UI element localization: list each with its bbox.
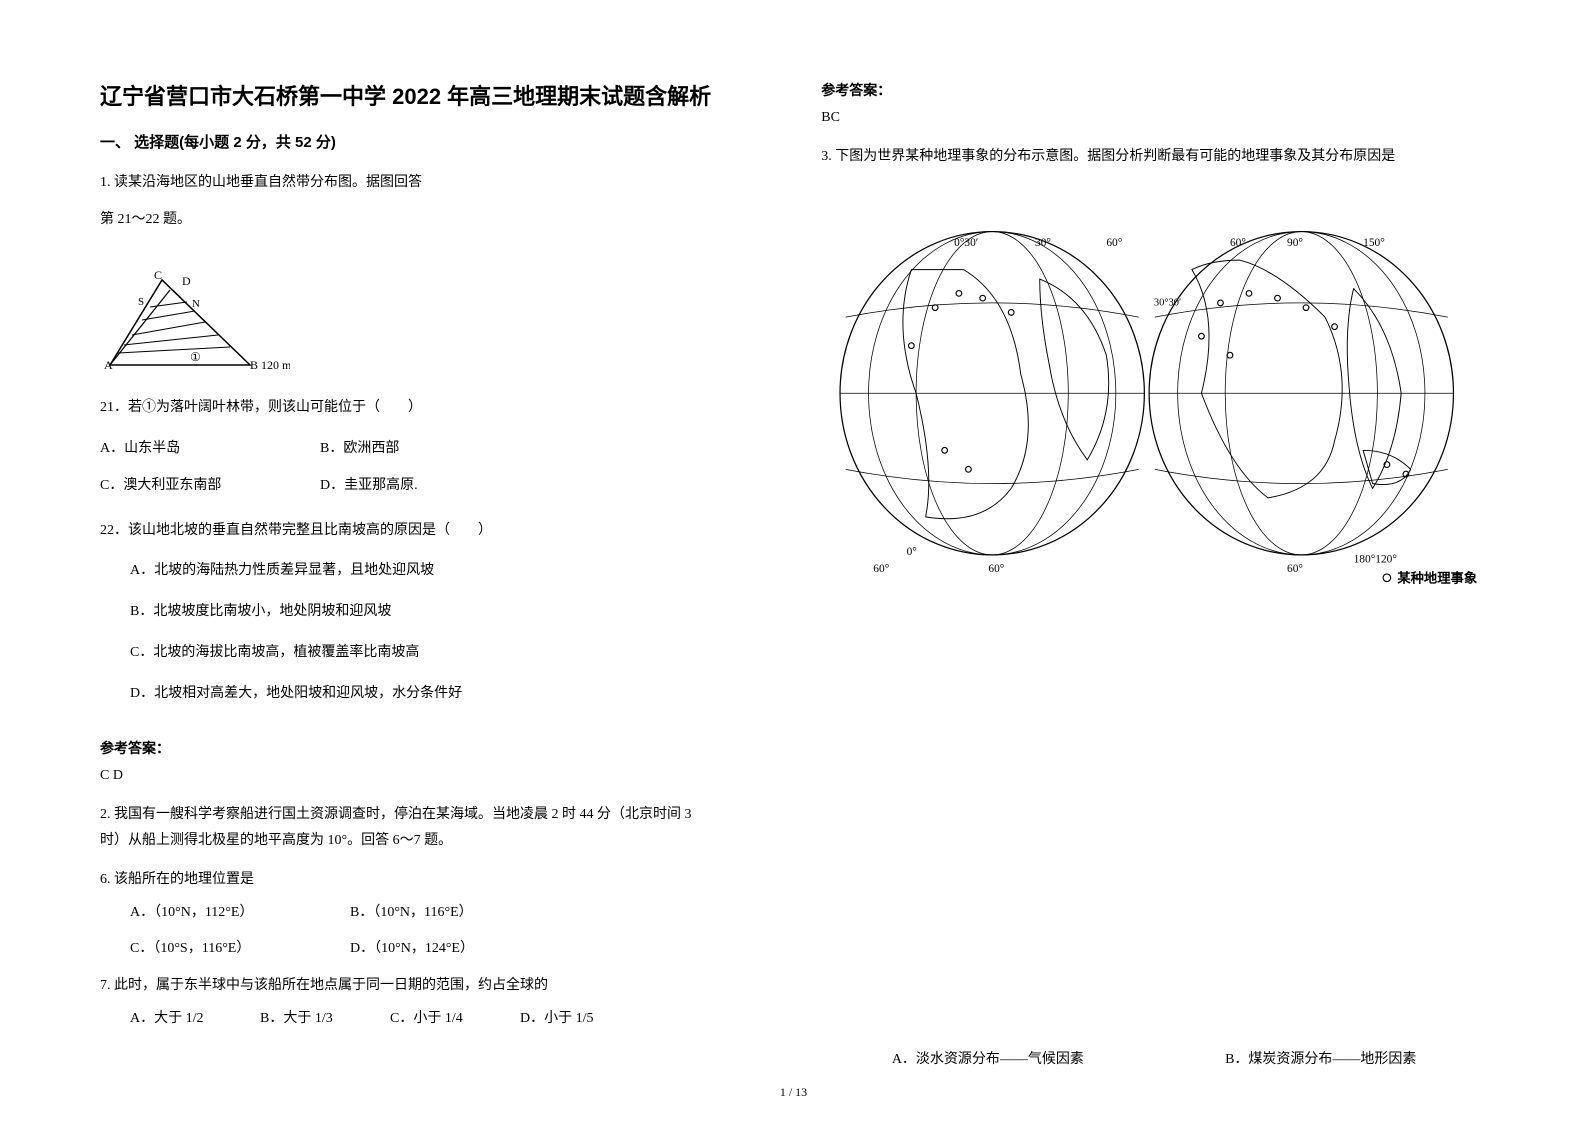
q22-choice-A: A．北坡的海陆热力性质差异显著，且地处迎风坡 [100, 556, 761, 587]
label-one: ① [190, 350, 201, 364]
q21-stem: 21．若①为落叶阔叶林带，则该山可能位于（ ） [100, 393, 761, 424]
section-heading: 一、 选择题(每小题 2 分，共 52 分) [100, 131, 761, 152]
q7-choice-C: C．小于 1/4 [390, 1004, 520, 1035]
svg-text:150°: 150° [1363, 236, 1385, 248]
q7-stem: 7. 此时，属于东半球中与该船所在地点属于同一日期的范围，约占全球的 [100, 971, 761, 1002]
q3-choice-B: B．煤炭资源分布——地形因素 [1225, 1045, 1416, 1076]
label-A: A [104, 358, 113, 372]
q21-choice-A: A．山东半岛 [100, 434, 320, 465]
q7-choice-B: B．大于 1/3 [260, 1004, 390, 1035]
svg-text:60°: 60° [1107, 236, 1123, 248]
q3-world-map-figure: 60° 0°30′ 30° 60° 0° 60° [821, 193, 1487, 603]
q1-intro-line2: 第 21～22 题。 [100, 207, 761, 234]
right-answer: BC [821, 110, 1487, 126]
q21-choice-D: D．圭亚那高原. [320, 471, 540, 502]
label-D: D [182, 274, 191, 288]
exam-title: 辽宁省营口市大石桥第一中学 2022 年高三地理期末试题含解析 [100, 80, 761, 113]
q7-choice-D: D．小于 1/5 [520, 1004, 650, 1035]
svg-text:0°: 0° [907, 546, 917, 558]
q1-answer-label: 参考答案： [100, 738, 761, 758]
svg-text:60°: 60° [1230, 236, 1246, 248]
q2-intro-b: 时）从船上测得北极星的地平高度为 10°。回答 6～7 题。 [100, 828, 761, 855]
q21-choice-B: B．欧洲西部 [320, 434, 540, 465]
svg-text:60°: 60° [989, 563, 1005, 575]
q6-choice-D: D．（10°N，124°E） [350, 934, 570, 965]
q1-intro: 1. 读某沿海地区的山地垂直自然带分布图。据图回答 [100, 170, 761, 197]
q6-choice-B: B．（10°N，116°E） [350, 898, 570, 929]
label-C: C [154, 268, 162, 282]
label-S: S [138, 296, 144, 308]
q1-mountain-figure: A B 120 m C D S N ① [100, 265, 761, 375]
svg-text:60°: 60° [1287, 563, 1303, 575]
q6-choice-C: C．（10°S，116°E） [130, 934, 350, 965]
label-N: N [192, 298, 200, 310]
q6-stem: 6. 该船所在的地理位置是 [100, 865, 761, 896]
q3-intro: 3. 下图为世界某种地理事象的分布示意图。据图分析判断最有可能的地理事象及其分布… [821, 144, 1487, 171]
svg-text:180°120°: 180°120° [1354, 553, 1397, 565]
q6-choice-A: A．（10°N，112°E） [130, 898, 350, 929]
page-number: 1 / 13 [780, 1085, 807, 1100]
q21-choice-C: C．澳大利亚东南部 [100, 471, 320, 502]
q7-choice-A: A．大于 1/2 [130, 1004, 260, 1035]
q1-answer: C D [100, 768, 761, 784]
q3-choice-A: A．淡水资源分布——气候因素 [892, 1045, 1084, 1076]
q22-stem: 22．该山地北坡的垂直自然带完整且比南坡高的原因是（ ） [100, 516, 761, 547]
svg-text:90°: 90° [1287, 236, 1303, 248]
q22-choice-C: C．北坡的海拔比南坡高，植被覆盖率比南坡高 [100, 638, 761, 669]
label-B: B 120 m [250, 358, 290, 372]
svg-text:30°30′: 30°30′ [1154, 297, 1181, 308]
svg-text:某种地理事象: 某种地理事象 [1398, 569, 1478, 585]
q22-choice-B: B．北坡坡度比南坡小，地处阴坡和迎风坡 [100, 597, 761, 628]
right-answer-label: 参考答案： [821, 80, 1487, 100]
svg-text:0°30′: 0°30′ [954, 236, 978, 248]
svg-text:60°: 60° [874, 563, 890, 575]
q2-intro-a: 2. 我国有一艘科学考察船进行国土资源调查时，停泊在某海域。当地凌晨 2 时 4… [100, 802, 761, 829]
svg-text:30°: 30° [1035, 236, 1051, 248]
q22-choice-D: D．北坡相对高差大，地处阳坡和迎风坡，水分条件好 [100, 679, 761, 710]
